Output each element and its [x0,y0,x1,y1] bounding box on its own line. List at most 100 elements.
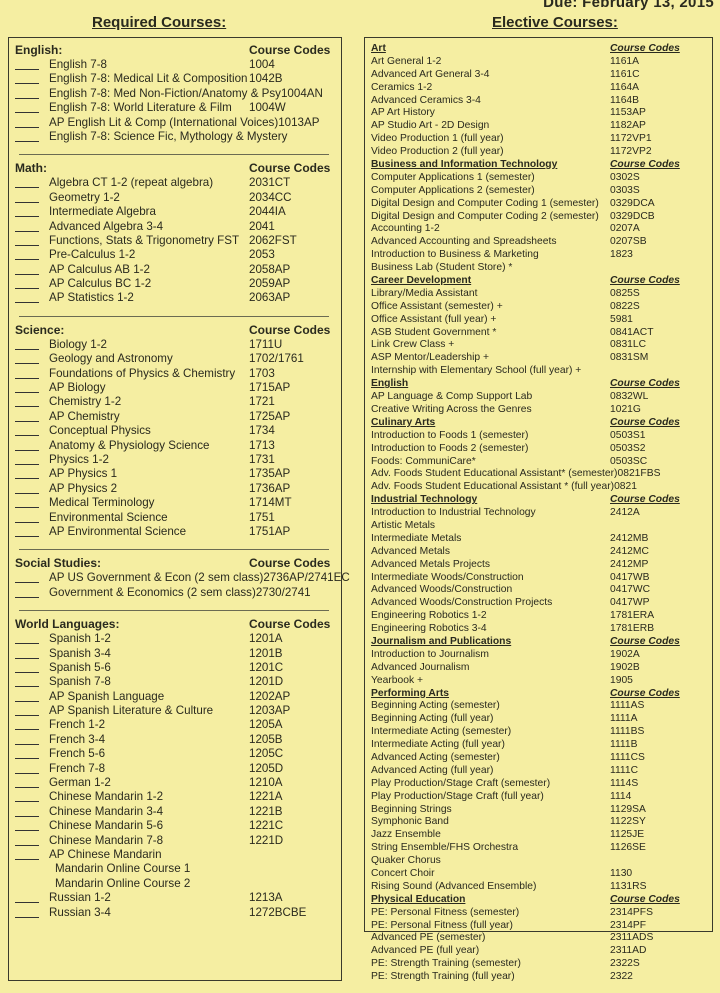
course-code: 1715AP [249,381,291,395]
course-name: Russian 3-4 [49,905,111,919]
selection-blank[interactable] [15,424,39,437]
selection-blank[interactable] [15,291,39,304]
course-code: 1004AN [280,86,323,100]
course-name: AP English Lit & Comp (International Voi… [49,115,279,129]
selection-blank[interactable] [15,805,39,817]
course-row: Mandarin Online Course 1 [15,862,333,876]
selection-blank[interactable] [15,410,39,422]
selection-blank[interactable] [15,733,39,745]
selection-blank[interactable] [15,718,39,731]
selection-blank[interactable] [15,482,39,494]
course-name: Beginning Acting (semester) [371,700,500,712]
course-row: Algebra CT 1-2 (repeat algebra) 2031CT [15,176,333,190]
course-code: 1131RS [610,880,647,892]
required-section: World Languages: Course Codes Spanish 1-2 1… [15,617,333,920]
course-row: Spanish 5-6 1201C [15,661,333,675]
selection-blank[interactable] [15,130,39,142]
course-code: 2062FST [249,233,297,247]
selection-blank[interactable] [15,116,39,128]
course-name: Foundations of Physics & Chemistry [49,366,236,380]
course-code: 1735AP [249,467,291,481]
selection-blank[interactable] [15,848,39,860]
selection-blank[interactable] [15,72,39,85]
selection-blank[interactable] [15,467,39,480]
course-name: Video Production 2 (full year) [371,146,504,158]
selection-blank[interactable] [15,525,39,537]
selection-blank[interactable] [15,834,39,846]
selection-blank[interactable] [15,338,39,350]
selection-blank[interactable] [15,263,39,275]
course-row: Video Production 2 (full year) 1172VP2 [371,146,706,159]
course-code: 1111B [610,739,638,751]
course-name: Anatomy & Physiology Science [49,438,210,452]
selection-blank[interactable] [15,906,39,918]
section-divider [19,154,329,156]
course-codes-label: Course Codes [249,617,331,632]
course-name: Physics 1-2 [49,452,109,466]
course-name: Chinese Mandarin 3-4 [49,804,164,818]
course-name: Computer Applications 2 (semester) [371,184,535,196]
course-name: Symphonic Band [371,816,449,828]
selection-blank[interactable] [15,352,39,365]
course-row: English 7-8: Science Fic, Mythology & My… [15,130,333,144]
selection-blank[interactable] [15,87,39,99]
selection-blank[interactable] [15,367,39,379]
selection-blank[interactable] [15,58,39,70]
selection-blank[interactable] [15,586,39,598]
course-code [610,262,706,275]
selection-blank[interactable] [15,704,39,717]
selection-blank[interactable] [15,234,39,246]
selection-blank[interactable] [15,571,39,584]
selection-blank[interactable] [15,762,39,774]
course-code: 2311ADS [610,932,654,944]
section-title: Industrial Technology [371,494,478,506]
selection-blank[interactable] [15,747,39,760]
selection-blank[interactable] [15,453,39,465]
selection-blank[interactable] [15,647,39,659]
selection-blank[interactable] [15,439,39,451]
selection-blank[interactable] [15,220,39,232]
course-row: Advanced PE (semester) 2311ADS [371,932,706,945]
course-name: Mandarin Online Course 2 [55,876,191,890]
selection-blank[interactable] [15,511,39,523]
course-row: Foundations of Physics & Chemistry 1703 [15,367,333,381]
selection-blank[interactable] [15,248,39,261]
due-date: Due: February 13, 2015 [543,0,714,11]
selection-blank[interactable] [15,690,39,702]
course-row: AP Physics 2 1736AP [15,482,333,496]
section-header: Social Studies: Course Codes [15,556,333,571]
selection-blank[interactable] [15,632,39,645]
course-name: Advanced PE (full year) [371,945,480,957]
selection-blank[interactable] [15,891,39,904]
selection-blank[interactable] [15,381,39,394]
course-name: Library/Media Assistant [371,287,478,299]
elective-section-header: English Course Codes [371,378,706,391]
course-code: 2059AP [249,277,291,291]
course-code [610,365,706,378]
selection-blank[interactable] [15,776,39,789]
course-row: English 7-8: World Literature & Film 1004… [15,101,333,115]
selection-blank[interactable] [15,191,39,203]
course-row: PE: Personal Fitness (semester) 2314PFS [371,907,706,920]
section-divider [19,549,329,551]
selection-blank[interactable] [15,675,39,688]
selection-blank[interactable] [15,496,39,509]
course-row: PE: Strength Training (full year) 2322 [371,971,706,984]
course-name: Spanish 3-4 [49,646,111,660]
selection-blank[interactable] [15,790,39,803]
course-row: Spanish 1-2 1201A [15,632,333,646]
selection-blank[interactable] [15,395,39,408]
course-codes-label: Course Codes [610,635,680,647]
course-row: Creative Writing Across the Genres 1021G [371,404,706,417]
selection-blank[interactable] [15,661,39,673]
selection-blank[interactable] [15,819,39,832]
selection-blank[interactable] [15,277,39,290]
required-section: Science: Course Codes Biology 1-2 1711U Geol… [15,323,333,539]
section-header: English: Course Codes [15,43,333,58]
selection-blank[interactable] [15,176,39,189]
selection-blank[interactable] [15,205,39,218]
selection-blank[interactable] [15,101,39,114]
course-row: Advanced Acting (full year) 1111C [371,765,706,778]
course-name: Intermediate Woods/Construction [371,571,524,583]
course-code: 1122SY [610,816,646,828]
